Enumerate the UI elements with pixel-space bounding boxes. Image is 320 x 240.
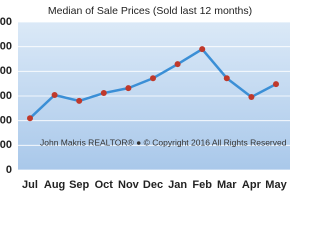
page: {"chart_data": {"type": "line", "title":… <box>0 4 290 191</box>
chart: Median of Sale Prices (Sold last 12 mont… <box>0 5 290 191</box>
x-tick-label: Oct <box>95 179 114 191</box>
x-tick-label: Sep <box>69 179 89 191</box>
y-tick-label: 300000 <box>0 90 12 102</box>
point <box>273 81 279 88</box>
y-tick-label: 500000 <box>0 41 12 53</box>
point <box>150 75 156 82</box>
y-tick-label: 400000 <box>0 65 12 77</box>
x-tick-label: Mar <box>217 179 237 191</box>
x-tick-label: Feb <box>192 179 212 191</box>
point <box>174 61 181 68</box>
y-tick-label: 200000 <box>0 115 12 127</box>
point <box>27 115 33 122</box>
point <box>199 46 206 53</box>
watermark: John Makris REALTOR® ● © Copyright 2016 … <box>40 137 287 147</box>
x-tick-label: May <box>265 179 287 191</box>
point <box>223 75 230 82</box>
chart-title: Median of Sale Prices (Sold last 12 mont… <box>48 5 252 17</box>
x-tick-label: Nov <box>118 179 140 191</box>
y-tick-label: 100000 <box>0 139 12 151</box>
x-tick-label: Jan <box>168 179 187 191</box>
x-tick-label: Aug <box>44 179 65 191</box>
point <box>125 85 132 92</box>
point <box>76 97 83 104</box>
y-tick-label: 600000 <box>0 16 12 28</box>
point <box>248 93 255 100</box>
point <box>51 92 58 99</box>
y-tick-label: 0 <box>6 164 12 176</box>
point <box>100 90 107 97</box>
x-tick-label: Dec <box>143 179 163 191</box>
x-tick-label: Jul <box>22 179 38 191</box>
x-tick-label: Apr <box>242 179 262 191</box>
